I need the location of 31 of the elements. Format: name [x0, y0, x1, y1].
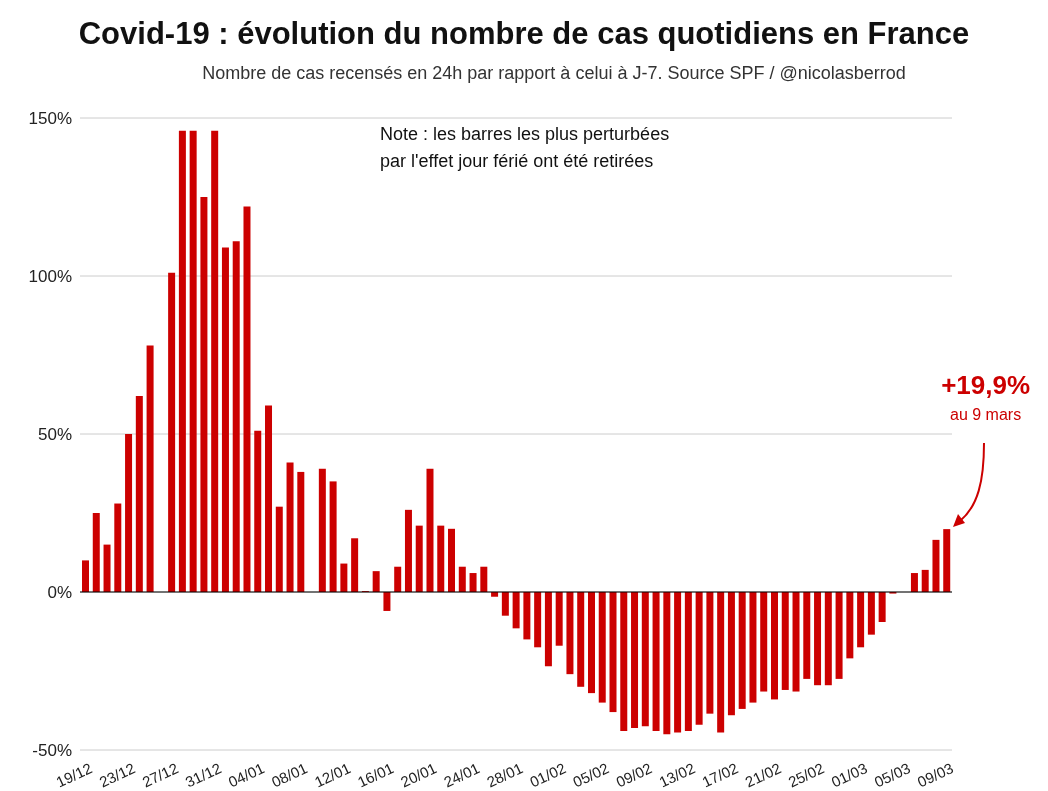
annotation: au 9 mars	[949, 406, 1023, 425]
x-tick-label: 09/02	[613, 759, 655, 791]
x-tick-label: 12/01	[311, 759, 354, 791]
annotation: Note : les barres les plus perturbées par l'effet jour férié ont été retirées	[380, 123, 670, 173]
x-tick-label: 27/12	[139, 759, 181, 791]
y-tick-label: 50%	[37, 425, 72, 445]
x-tick-label: 05/02	[570, 759, 612, 791]
x-tick-label: 16/01	[354, 759, 397, 791]
y-tick-label: 0%	[47, 583, 72, 603]
chart-subtitle: Nombre de cas recensés en 24h par rapport à celui à J-7. Source SPF / @nicolasberrod	[201, 63, 907, 84]
x-tick-label: 13/02	[656, 759, 698, 791]
annotation: +19,9%	[940, 370, 1032, 402]
x-tick-label: 09/03	[914, 759, 956, 791]
x-tick-label: 21/02	[742, 759, 784, 791]
x-tick-label: 23/12	[96, 759, 138, 791]
x-tick-label: 17/02	[699, 759, 741, 791]
x-tick-label: 25/02	[785, 759, 827, 791]
x-tick-label: 24/01	[440, 759, 483, 791]
y-tick-label: 100%	[28, 267, 72, 287]
y-tick-label: -50%	[32, 741, 72, 761]
chart-title: Covid-19 : évolution du nombre de cas quotidiens en France	[77, 16, 971, 52]
x-tick-label: 31/12	[182, 759, 224, 791]
x-tick-label: 20/01	[397, 759, 440, 791]
x-tick-label: 04/01	[225, 759, 267, 791]
x-tick-label: 01/02	[527, 759, 569, 791]
x-tick-label: 05/03	[871, 759, 913, 791]
y-tick-label: 150%	[28, 109, 72, 129]
x-tick-label: 28/01	[484, 759, 526, 791]
x-tick-label: 19/12	[53, 759, 95, 791]
x-tick-label: 08/01	[268, 759, 310, 791]
x-tick-label: 01/03	[828, 759, 870, 791]
